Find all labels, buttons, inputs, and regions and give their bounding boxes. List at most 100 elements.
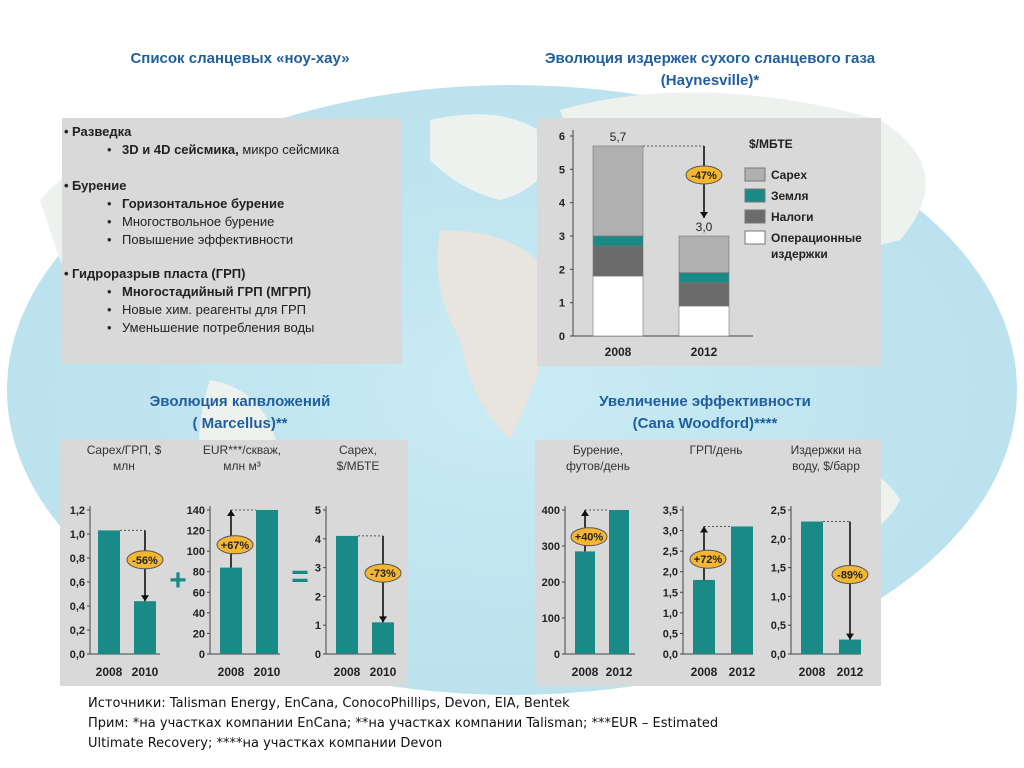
knowhow-group-exploration: • Разведка xyxy=(64,124,132,139)
y-tick-label: 3,5 xyxy=(663,505,678,517)
x-tick-label: 2008 xyxy=(691,665,718,679)
y-tick-label: 0,8 xyxy=(70,553,85,565)
y-tick-label: 1,5 xyxy=(771,563,786,575)
knowhow-group-fracking: • Гидроразрыв пласта (ГРП) xyxy=(64,266,246,281)
y-tick-label: 3 xyxy=(315,563,321,575)
efficiency-charts: 0 100 200 300 400 2008 2012 +40% 0,0 0,5 1,0 1,5 2,0… xyxy=(542,505,869,679)
y-tick-label: 100 xyxy=(542,613,560,625)
x-tick-label: 2012 xyxy=(691,345,718,359)
knowhow-group-drilling: • Бурение xyxy=(64,178,127,193)
change-label: -47% xyxy=(691,170,717,182)
y-tick-label: 0,0 xyxy=(663,649,678,661)
y-tick-label: 2,5 xyxy=(663,546,678,558)
knowhow-panel: • Разведка • 3D и 4D сейсмика, микро сейсм… xyxy=(62,118,402,364)
change-label: -89% xyxy=(837,570,863,582)
y-tick-label: 120 xyxy=(187,526,205,538)
x-tick-label: 2012 xyxy=(729,665,756,679)
y-tick-label: 60 xyxy=(193,587,205,599)
notes-line: Ultimate Recovery; ****на участках компа… xyxy=(88,736,443,751)
legend-label: издержки xyxy=(771,247,828,261)
knowhow-heading: Список сланцевых «ноу-хау» xyxy=(130,50,350,67)
y-tick-label: 400 xyxy=(542,505,560,517)
y-tick-label: 1 xyxy=(559,298,565,310)
y-tick-label: 1,0 xyxy=(663,608,678,620)
bar xyxy=(134,601,156,654)
y-tick-label: 80 xyxy=(193,567,205,579)
y-tick-label: 40 xyxy=(193,608,205,620)
cost-evolution-heading: Эволюция издержек сухого сланцевого газа… xyxy=(544,50,876,89)
bar-segment xyxy=(678,282,730,307)
total-label: 3,0 xyxy=(696,220,713,234)
y-tick-label: 2,0 xyxy=(771,534,786,546)
y-tick-label: 6 xyxy=(559,131,565,143)
legend-swatch xyxy=(744,209,766,224)
x-tick-label: 2008 xyxy=(572,665,599,679)
plus-operator: + xyxy=(169,564,187,597)
y-tick-label: 0,4 xyxy=(70,601,86,613)
total-label: 5,7 xyxy=(610,130,627,144)
arrow-head xyxy=(700,212,708,218)
x-tick-label: 2008 xyxy=(605,345,632,359)
y-tick-label: 1,5 xyxy=(663,587,678,599)
y-tick-label: 140 xyxy=(187,505,205,517)
y-tick-label: 100 xyxy=(187,546,205,558)
arrow-head xyxy=(581,510,589,516)
bar xyxy=(801,521,823,654)
y-tick-label: 4 xyxy=(559,198,566,210)
bar-segment xyxy=(592,245,644,277)
bar-segment xyxy=(678,235,730,273)
y-tick-label: 300 xyxy=(542,541,560,553)
legend-label: Земля xyxy=(771,189,809,203)
change-label: +72% xyxy=(694,554,723,566)
y-tick-label: 0,0 xyxy=(70,649,85,661)
change-label: -56% xyxy=(132,555,158,567)
y-tick-label: 0,5 xyxy=(663,628,678,640)
knowhow-item: • Новые хим. реагенты для ГРП xyxy=(107,302,306,317)
capex-evolution-heading: Эволюция капвложений ( Marcellus)** xyxy=(149,393,331,432)
bar-segment xyxy=(678,272,730,283)
change-label: +67% xyxy=(221,540,250,552)
bar xyxy=(693,579,715,654)
y-tick-label: 0 xyxy=(554,649,560,661)
legend-swatch xyxy=(744,230,766,245)
bar xyxy=(98,530,120,654)
bar xyxy=(839,639,861,654)
y-tick-label: 200 xyxy=(542,577,560,589)
change-label: +40% xyxy=(575,532,604,544)
bar xyxy=(609,510,629,654)
change-badge xyxy=(685,165,723,185)
y-tick-label: 0,0 xyxy=(771,649,786,661)
arrow-head xyxy=(379,616,387,623)
y-tick-label: 2 xyxy=(559,264,565,276)
y-tick-label: 1,2 xyxy=(70,505,85,517)
y-tick-label: 1,0 xyxy=(70,529,85,541)
x-tick-label: 2008 xyxy=(799,665,826,679)
sources-line: Источники: Talisman Energy, EnCana, Cono… xyxy=(88,696,570,711)
bar-segment xyxy=(592,235,644,247)
change-badge xyxy=(570,527,608,547)
arrow-head xyxy=(141,595,149,602)
change-badge xyxy=(689,549,727,569)
x-tick-label: 2010 xyxy=(132,665,159,679)
notes-line: Прим: *на участках компании EnCana; **на… xyxy=(88,716,719,731)
arrow-head xyxy=(227,510,235,516)
efficiency-heading: Увеличение эффективности (Cana Woodford)… xyxy=(599,393,811,432)
bar xyxy=(575,551,595,654)
legend-swatch xyxy=(744,167,766,182)
change-badge xyxy=(126,550,164,570)
knowhow-item: • Горизонтальное бурение xyxy=(107,196,285,211)
legend-label: Операционные xyxy=(771,231,862,245)
knowhow-item: • Уменьшение потребления воды xyxy=(107,320,315,335)
y-tick-label: 3 xyxy=(559,231,565,243)
bar xyxy=(220,567,242,654)
y-tick-label: 5 xyxy=(559,164,565,176)
x-tick-label: 2008 xyxy=(218,665,245,679)
change-badge xyxy=(364,563,402,583)
bar-segment xyxy=(678,305,730,337)
knowhow-item: • 3D и 4D сейсмика, микро сейсмика xyxy=(107,142,340,157)
legend-label: Налоги xyxy=(771,210,814,224)
legend-swatch xyxy=(744,188,766,203)
change-badge xyxy=(216,535,254,555)
knowhow-item: • Повышение эффективности xyxy=(107,232,294,247)
